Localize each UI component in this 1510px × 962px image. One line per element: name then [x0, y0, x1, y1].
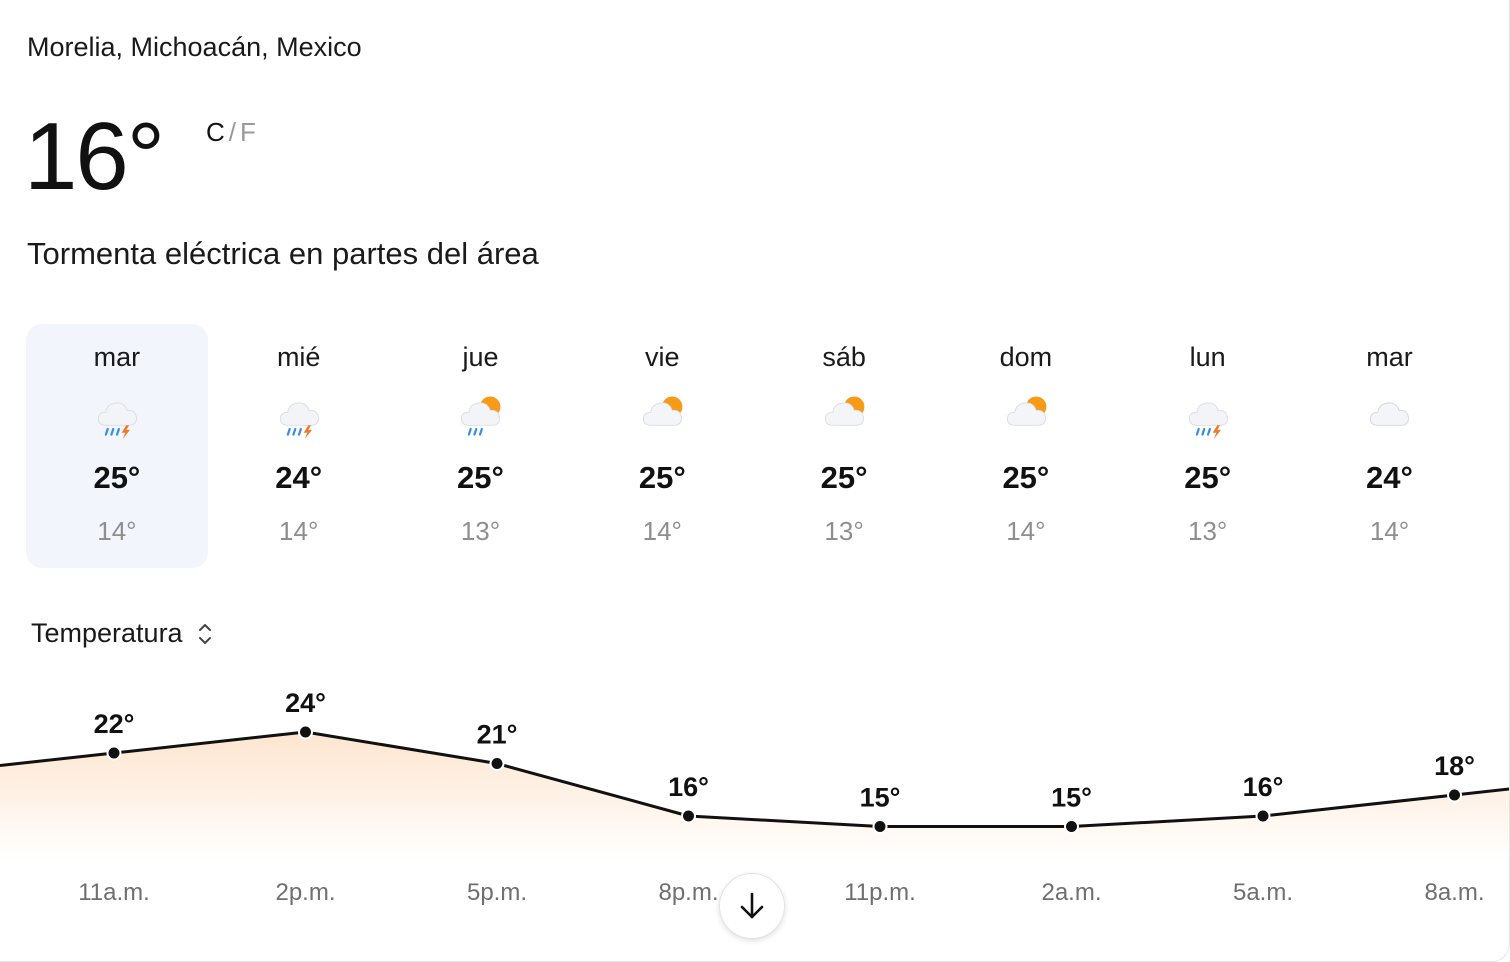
temperature-point [872, 819, 888, 834]
temperature-area-fill [0, 732, 1509, 860]
cloudy-icon [1370, 402, 1410, 426]
current-condition: Tormenta eléctrica en partes del área [27, 236, 539, 271]
forecast-high-temp: 24° [275, 460, 323, 495]
forecast-day[interactable]: dom 25° 14° [935, 324, 1117, 568]
hour-tick-label: 2a.m. [1041, 879, 1101, 906]
temperature-value-label: 16° [1243, 772, 1284, 802]
temperature-value-label: 22° [94, 709, 135, 739]
sun-thunderstorm-icon [461, 396, 501, 436]
forecast-day[interactable]: jue 25° 13° [390, 324, 572, 568]
hourly-temperature-chart: 22° 11a.m. 24° 2p.m. 21° 5p.m. 16° 8p.m. 15° 11p.… [0, 688, 1509, 906]
temperature-value-label: 15° [1051, 783, 1092, 813]
temperature-value-label: 24° [285, 688, 326, 718]
forecast-low-temp: 14° [1369, 516, 1410, 546]
temperature-point [681, 808, 696, 824]
temperature-value-label: 15° [860, 783, 901, 813]
forecast-high-temp: 24° [1366, 460, 1413, 495]
hour-tick-label: 5p.m. [467, 879, 527, 906]
forecast-day-name: sáb [822, 342, 866, 372]
forecast-day-name: mar [93, 342, 141, 372]
metric-selector-label: Temperatura [31, 618, 183, 648]
forecast-high-temp: 25° [1002, 460, 1050, 495]
forecast-low-temp: 13° [460, 516, 501, 546]
partly-cloudy-icon [643, 396, 683, 426]
temperature-point [106, 745, 122, 761]
temperature-line [0, 730, 1509, 828]
unit-celsius-button[interactable]: C [206, 117, 225, 147]
forecast-low-temp: 14° [279, 516, 319, 546]
temperature-point [1447, 787, 1462, 803]
hour-tick-label: 11p.m. [844, 879, 916, 906]
forecast-day-name: dom [999, 342, 1053, 372]
forecast-day-name: mié [276, 342, 321, 372]
current-temperature: 16° [24, 103, 165, 210]
daily-forecast: mar 25° 14° mié 24° 14° jue 25° 13° vie 25° 14° sáb 2… [26, 324, 1481, 568]
forecast-low-temp: 14° [97, 516, 137, 546]
forecast-day[interactable]: sáb 25° 13° [753, 324, 935, 568]
hour-tick-label: 8a.m. [1424, 879, 1484, 906]
forecast-day[interactable]: vie 25° 14° [571, 324, 753, 568]
temperature-point [489, 756, 505, 771]
forecast-low-temp: 13° [824, 516, 864, 546]
forecast-day[interactable]: mar 25° 14° [26, 324, 208, 568]
temperature-point [298, 724, 313, 740]
thunderstorm-icon [1188, 402, 1228, 440]
temperature-value-label: 16° [668, 772, 709, 802]
forecast-low-temp: 14° [642, 516, 682, 546]
forecast-high-temp: 25° [820, 460, 868, 495]
forecast-high-temp: 25° [638, 460, 686, 495]
temperature-value-label: 21° [477, 720, 518, 750]
hour-tick-label: 2p.m. [275, 879, 335, 906]
temperature-point [1255, 808, 1271, 824]
hour-tick-label: 8p.m. [658, 879, 718, 906]
forecast-day[interactable]: lun 25° 13° [1117, 324, 1299, 568]
thunderstorm-icon [279, 402, 319, 440]
temperature-value-label: 18° [1434, 751, 1475, 781]
unit-separator: / [228, 117, 237, 147]
forecast-day[interactable]: mié 24° 14° [208, 324, 390, 568]
location-label: Morelia, Michoacán, Mexico [27, 32, 362, 62]
thunderstorm-icon [97, 402, 137, 440]
forecast-high-temp: 25° [1184, 460, 1232, 495]
arrow-down-icon [740, 892, 764, 919]
partly-cloudy-icon [825, 396, 865, 426]
forecast-day-name: mar [1366, 342, 1413, 372]
forecast-day-name: jue [462, 342, 499, 372]
metric-selector[interactable]: Temperatura [31, 618, 213, 649]
unit-fahrenheit-button[interactable]: F [240, 117, 256, 147]
hour-tick-label: 5a.m. [1233, 879, 1293, 906]
forecast-high-temp: 25° [93, 460, 141, 495]
forecast-high-temp: 25° [457, 460, 504, 495]
hour-tick-label: 11a.m. [78, 879, 150, 906]
forecast-low-temp: 13° [1188, 516, 1228, 546]
unit-toggle: C / F [206, 117, 256, 148]
temperature-point [1064, 819, 1079, 834]
forecast-day-name: lun [1189, 342, 1226, 372]
forecast-day-name: vie [645, 342, 680, 372]
scroll-down-button[interactable] [719, 873, 785, 939]
partly-cloudy-icon [1006, 396, 1047, 426]
forecast-low-temp: 14° [1006, 516, 1046, 546]
chevron-up-down-icon [198, 623, 211, 644]
forecast-day[interactable]: mar 24° 14° [1299, 324, 1481, 568]
